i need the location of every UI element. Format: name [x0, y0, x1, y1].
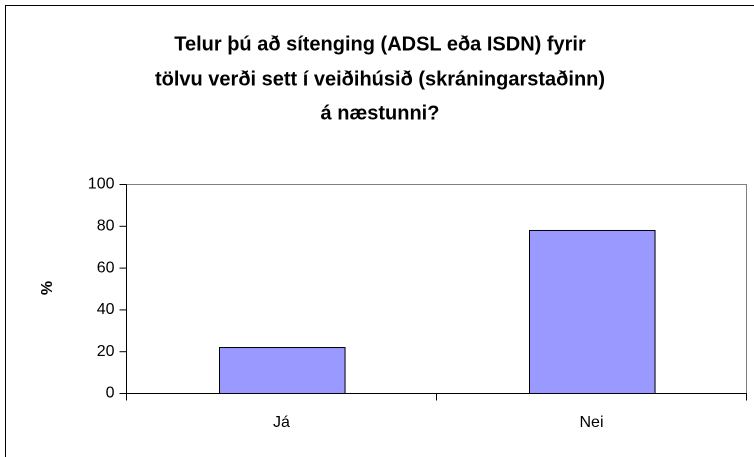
y-tick-label: 20 [97, 343, 115, 360]
y-tick-label: 60 [97, 259, 115, 276]
bar [219, 347, 346, 394]
x-tick-label: Nei [579, 414, 603, 431]
y-axis-label: % [39, 281, 56, 295]
y-tick-label: 100 [88, 176, 115, 193]
bar [529, 229, 656, 394]
y-tick-label: 40 [97, 301, 115, 318]
chart-title: á næstunni? [321, 102, 440, 124]
x-tick-label: Já [273, 414, 290, 431]
y-tick-label: 0 [106, 385, 115, 402]
y-tick-label: 80 [97, 218, 115, 235]
chart-title: Telur þú að sítenging (ADSL eða ISDN) fy… [174, 33, 586, 55]
chart-title: tölvu verði sett í veiðihúsið (skráninga… [155, 68, 605, 90]
